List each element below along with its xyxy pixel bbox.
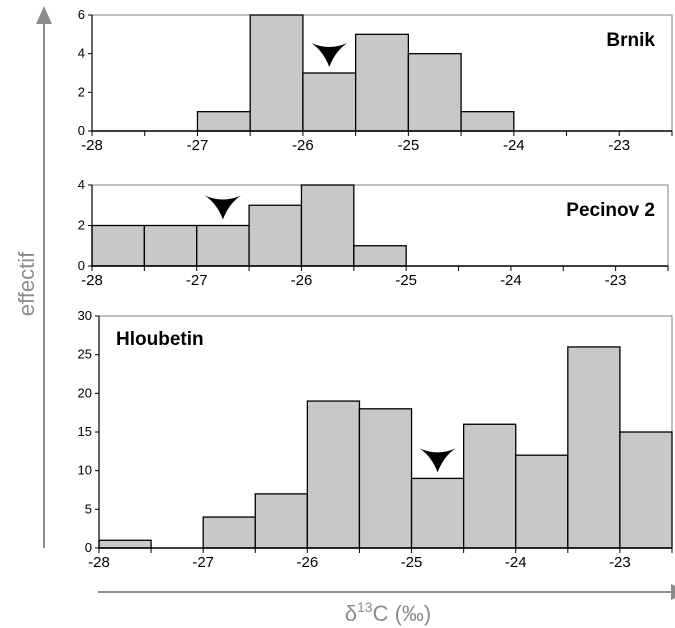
histogram-bar [302, 72, 357, 132]
y-tick-label: 6 [78, 7, 85, 22]
x-axis-label: δ13C (‰) [345, 599, 431, 626]
y-tick-label: 0 [78, 123, 85, 138]
panel-title: Hloubetin [116, 329, 204, 350]
y-tick-label: 4 [78, 46, 85, 61]
histogram-bar [353, 245, 407, 267]
y-tick-label: 0 [78, 258, 85, 273]
x-tick-label: -27 [186, 272, 208, 289]
x-tick-label: -27 [192, 554, 214, 571]
x-tick-label: -24 [500, 272, 522, 289]
x-tick-label: -25 [401, 554, 423, 571]
x-tick-label: -23 [608, 137, 630, 154]
y-tick-label: 30 [78, 308, 92, 323]
x-tick-label: -25 [395, 272, 417, 289]
histogram-bar [354, 33, 410, 132]
histogram-bar [248, 204, 303, 267]
x-tick-label: -26 [291, 272, 313, 289]
x-tick-label: -26 [292, 137, 314, 154]
x-tick-label: -28 [88, 554, 110, 571]
histogram-bar [410, 477, 465, 549]
median-marker-icon [419, 448, 456, 473]
panel-title: Pecinov 2 [566, 200, 655, 221]
histogram-bar [249, 14, 304, 132]
histogram-bar [306, 400, 361, 549]
histogram-bar [462, 423, 517, 549]
x-axis-label-sup: 13 [357, 599, 373, 615]
x-axis-label-delta: δ [345, 601, 357, 626]
y-tick-label: 20 [78, 385, 92, 400]
y-tick-label: 25 [78, 347, 92, 362]
y-tick-label: 5 [85, 501, 92, 516]
x-tick-label: -28 [81, 137, 103, 154]
x-tick-label: -23 [605, 272, 627, 289]
y-tick-label: 4 [78, 177, 85, 192]
histogram-bar [91, 224, 146, 267]
panel-title: Brnik [606, 30, 655, 51]
y-tick-label: 2 [78, 84, 85, 99]
y-axis-label: effectif [14, 251, 39, 316]
histogram-bar [358, 408, 413, 549]
x-tick-label: -27 [187, 137, 209, 154]
x-tick-label: -26 [297, 554, 319, 571]
histogram-bar [619, 431, 673, 549]
x-tick-label: -23 [609, 554, 631, 571]
x-tick-label: -24 [503, 137, 525, 154]
histogram-bar [254, 493, 309, 549]
median-marker-icon [204, 195, 241, 220]
y-tick-label: 2 [78, 218, 85, 233]
histogram-bar [460, 111, 515, 132]
x-tick-label: -24 [505, 554, 527, 571]
histogram-bar [196, 111, 251, 132]
histogram-bar [567, 346, 621, 549]
median-marker-icon [311, 43, 348, 67]
histogram-bar [407, 53, 462, 132]
chart-panel-2: 0 2 4 -28 -27 -26 -25 -24 -23 Pecinov 2 [78, 177, 669, 289]
chart-panel-3: 0 5 10 15 20 25 30 -28 -27 -26 -25 -24 -23 Hloubetin [78, 308, 673, 571]
histogram-bar [202, 516, 256, 549]
y-tick-label: 10 [78, 463, 92, 478]
x-axis-label-rest: C (‰) [373, 601, 432, 626]
histogram-bar [98, 539, 152, 549]
histogram-bar [515, 454, 569, 549]
histogram-bar [196, 224, 250, 267]
x-tick-label: -25 [398, 137, 420, 154]
y-tick-label: 0 [85, 540, 92, 555]
chart-panel-1: 0 2 4 6 -28 -27 -26 -25 -24 -23 Brnik [78, 7, 673, 154]
x-tick-label: -28 [81, 272, 103, 289]
histogram-bar [300, 184, 355, 267]
histogram-bar [143, 224, 198, 267]
y-tick-label: 15 [78, 424, 92, 439]
